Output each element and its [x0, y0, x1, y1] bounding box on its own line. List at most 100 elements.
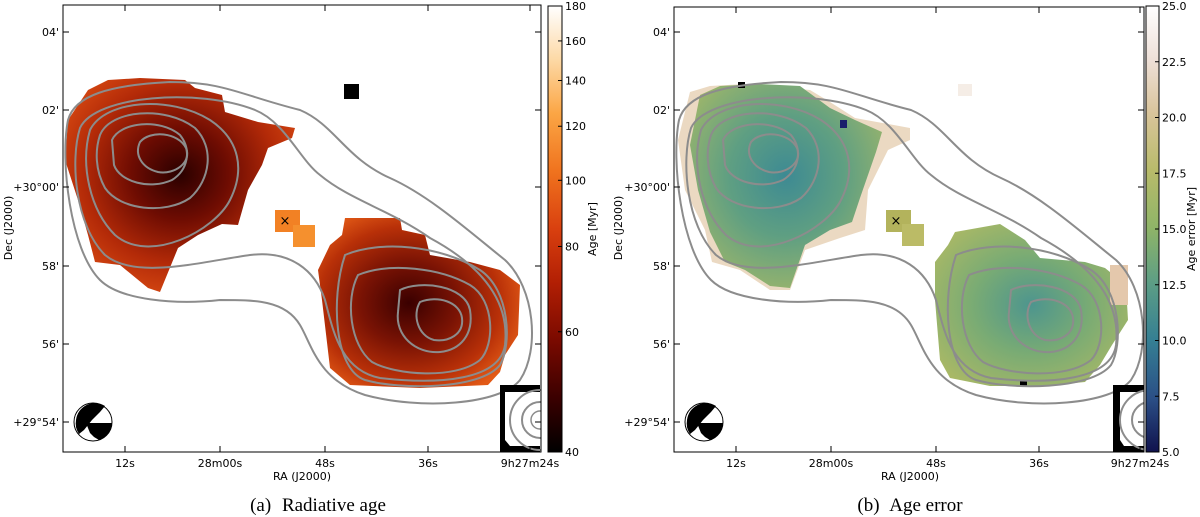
contour	[960, 266, 1103, 375]
contour	[95, 112, 209, 210]
x-tick-label: 28m00s	[198, 457, 243, 470]
y-tick-label: 56'	[42, 338, 59, 351]
colorbar-tick-label: 12.5	[1162, 279, 1187, 292]
contour	[748, 133, 800, 174]
panel-b-patch	[840, 120, 847, 128]
colorbar-tick-label: 160	[565, 35, 586, 48]
panel-a-ylabel: Dec (J2000)	[2, 196, 15, 261]
contour	[137, 133, 189, 174]
contour	[675, 80, 1144, 405]
panel-a-beam	[73, 402, 113, 442]
panel-a-image: ×	[64, 78, 541, 452]
contour	[349, 266, 492, 375]
panel-b-contours	[675, 80, 1144, 405]
panel-a-colorbar-ticks: 180 160 140 120 100 80 60 40	[558, 0, 586, 459]
contour	[1007, 284, 1083, 354]
panel-a-contours	[64, 80, 533, 405]
colorbar-tick-label: 15.0	[1162, 223, 1187, 236]
x-tick-label: 12s	[726, 457, 746, 470]
colorbar-tick-label: 100	[565, 174, 586, 187]
x-tick-label: 9h27m24s	[1111, 457, 1170, 470]
contour	[685, 96, 1118, 382]
panel-a: × 12s 28m00s 48s 36s 9h27m24s 04' 02' +30°00' 58…	[2, 0, 599, 516]
panel-b-patch	[1020, 380, 1027, 386]
panel-b-caption-text: Age error	[889, 495, 963, 516]
colorbar-tick-label: 180	[565, 0, 586, 13]
contour	[946, 245, 1119, 388]
contour	[1026, 298, 1075, 342]
panel-b-beam	[684, 402, 724, 442]
x-tick-label: 12s	[115, 457, 135, 470]
x-tick-label: 36s	[418, 457, 438, 470]
colorbar-tick-label: 5.0	[1162, 446, 1180, 459]
panel-b-patch	[1110, 265, 1128, 305]
panel-b-colorbar-label: Age error [Myr]	[1185, 187, 1198, 271]
panel-a-caption: (a) Radiative age	[250, 495, 386, 516]
panel-a-tick-labels: 12s 28m00s 48s 36s 9h27m24s 04' 02' +30°00' 58' 5…	[13, 26, 559, 470]
contour	[85, 103, 240, 248]
panel-b-tick-labels: 12s 28m00s 48s 36s 9h27m24s 04' 02' +30°00' 58' 5…	[624, 26, 1169, 470]
colorbar-tick-label: 10.0	[1162, 335, 1187, 348]
panel-a-contour-key	[500, 385, 541, 452]
y-tick-label: 04'	[653, 26, 670, 39]
x-tick-label: 48s	[926, 457, 946, 470]
panel-b-caption: (b) Age error	[857, 495, 963, 516]
panel-a-colorbar	[547, 5, 563, 453]
panel-b-source-marker: ×	[891, 214, 902, 229]
contour	[696, 103, 851, 248]
y-tick-label: +30°00'	[624, 181, 670, 194]
contour	[706, 112, 820, 210]
panel-a-ticks	[63, 5, 541, 452]
panel-b-patch	[958, 84, 972, 96]
y-tick-label: 02'	[42, 104, 59, 117]
colorbar-tick-label: 60	[565, 326, 579, 339]
x-tick-label: 48s	[315, 457, 335, 470]
colorbar-tick-label: 140	[565, 75, 586, 88]
colorbar-tick-label: 40	[565, 446, 579, 459]
contour	[74, 96, 507, 382]
y-tick-label: +29°54'	[13, 416, 59, 429]
colorbar-tick-label: 7.5	[1162, 390, 1180, 403]
y-tick-label: +30°00'	[13, 181, 59, 194]
panel-a-xlabel: RA (J2000)	[273, 470, 331, 483]
y-tick-label: 58'	[42, 260, 59, 273]
panel-b-contour-key	[1113, 385, 1144, 452]
y-tick-label: 02'	[653, 104, 670, 117]
panel-a-patch	[293, 225, 315, 247]
contour	[64, 80, 533, 405]
contour	[415, 298, 464, 342]
colorbar-tick-label: 120	[565, 120, 586, 133]
panel-a-patch	[344, 84, 359, 99]
x-tick-label: 28m00s	[809, 457, 854, 470]
y-tick-label: 58'	[653, 260, 670, 273]
panel-a-frame	[62, 4, 542, 453]
panel-b-xlabel: RA (J2000)	[881, 470, 939, 483]
colorbar-tick-label: 20.0	[1162, 112, 1187, 125]
panel-b-colorbar-ticks: 25.0 22.5 20.0 17.5 15.0 12.5 10.0 7.5 5.0	[1155, 0, 1187, 459]
x-tick-label: 9h27m24s	[501, 457, 560, 470]
contour	[396, 284, 472, 354]
panel-a-lobe-ne	[65, 78, 295, 292]
y-tick-label: 04'	[42, 26, 59, 39]
colorbar-tick-label: 17.5	[1162, 167, 1187, 180]
panel-b: × 12s 28m00s 48s 36s 9h27m24s 04' 02' +30°00' 58…	[612, 0, 1198, 516]
colorbar-tick-label: 22.5	[1162, 56, 1187, 69]
panel-a-caption-text: Radiative age	[282, 495, 386, 516]
panel-b-image: ×	[675, 80, 1144, 452]
panel-b-lobe-ne	[690, 84, 882, 288]
contour	[335, 245, 508, 388]
panel-b-frame	[673, 6, 1145, 453]
panel-b-ticks	[674, 7, 1144, 452]
panel-b-ylabel: Dec (J2000)	[612, 196, 625, 261]
panel-a-source-marker: ×	[280, 214, 291, 229]
y-tick-label: +29°54'	[624, 416, 670, 429]
colorbar-tick-label: 80	[565, 240, 579, 253]
x-tick-label: 36s	[1029, 457, 1049, 470]
panel-b-caption-label: (b)	[857, 495, 879, 516]
panel-a-colorbar-label: Age [Myr]	[586, 202, 599, 256]
y-tick-label: 56'	[653, 338, 670, 351]
panel-a-caption-label: (a)	[250, 495, 271, 516]
colorbar-tick-label: 25.0	[1162, 0, 1187, 13]
panel-b-patch	[902, 224, 924, 246]
